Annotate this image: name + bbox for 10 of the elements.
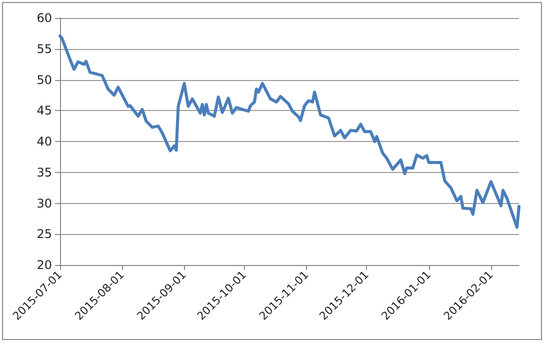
y-tick-label: 25 [36, 227, 52, 242]
y-tick-label: 50 [36, 72, 52, 87]
line-series [58, 34, 520, 229]
y-tick-label: 35 [36, 165, 52, 180]
y-tick-label: 55 [36, 42, 52, 56]
y-tick-label: 60 [36, 11, 52, 25]
y-tick-label: 20 [36, 258, 52, 272]
y-tick-label: 30 [36, 196, 52, 210]
y-tick-label: 45 [36, 104, 52, 118]
y-tick-label: 40 [36, 134, 52, 148]
